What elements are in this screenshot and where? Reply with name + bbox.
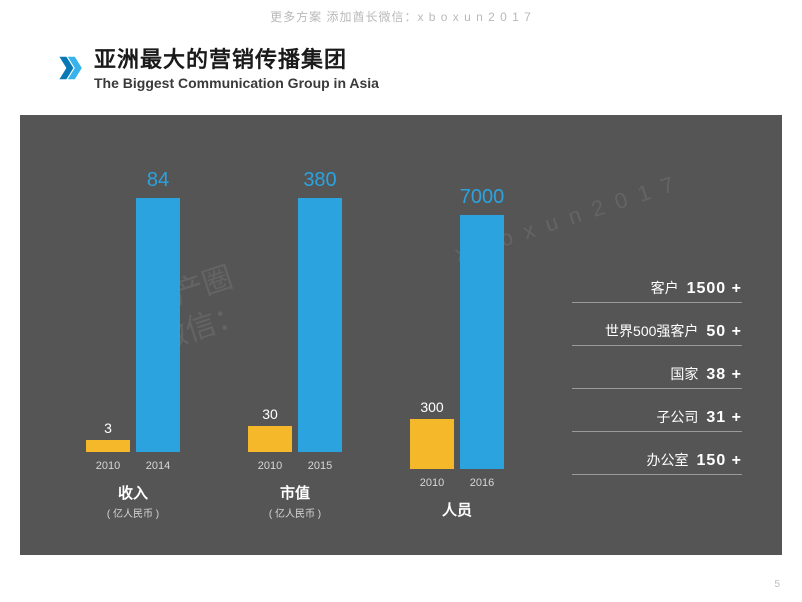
title-block: 亚洲最大的营销传播集团 The Biggest Communication Gr… — [94, 48, 379, 91]
year-label: 2015 — [298, 460, 342, 472]
content-panel: 地产圈 微信： x b o x u n 2 0 1 7 38420102014收… — [20, 115, 782, 555]
bar-pair: 3007000 — [392, 164, 522, 469]
title-english: The Biggest Communication Group in Asia — [94, 75, 379, 91]
year-label: 2010 — [86, 460, 130, 472]
year-label: 2010 — [248, 460, 292, 472]
title-chinese: 亚洲最大的营销传播集团 — [94, 48, 379, 72]
group-sublabel: ( 亿人民币 ) — [68, 505, 198, 520]
stat-row: 世界500强客户 50 + — [572, 321, 742, 346]
year-label: 2016 — [460, 477, 504, 489]
bar-tall: 380 — [298, 198, 342, 452]
stat-row: 国家 38 + — [572, 364, 742, 389]
stat-label: 世界500强客户 — [605, 321, 698, 341]
bar-pair: 3 84 — [68, 147, 198, 452]
year-row: 2010 2016 — [392, 477, 522, 489]
bar-tall: 84 — [136, 198, 180, 452]
group-sublabel: ( 亿人民币 ) — [230, 505, 360, 520]
bar-value: 3 — [104, 420, 112, 436]
bar-tall: 7000 — [460, 215, 504, 469]
stat-value: 31 + — [706, 409, 742, 427]
chart-group: 3038020102015市值( 亿人民币 ) — [230, 147, 360, 520]
stat-label: 子公司 — [656, 407, 698, 427]
year-row: 2010 2015 — [230, 460, 360, 472]
top-watermark-text: 更多方案 添加酋长微信：x b o x u n 2 0 1 7 — [0, 8, 802, 25]
bar-value: 7000 — [460, 186, 505, 209]
bar-value: 30 — [262, 406, 278, 422]
stat-row: 客户 1500 + — [572, 278, 742, 303]
bar-value: 84 — [147, 169, 169, 192]
group-label: 人员 — [392, 499, 522, 520]
header: 亚洲最大的营销传播集团 The Biggest Communication Gr… — [58, 48, 379, 91]
chart-group: 300700020102016人员 — [392, 164, 522, 520]
stat-value: 50 + — [706, 323, 742, 341]
bar-short: 300 — [410, 419, 454, 469]
group-label: 收入 — [68, 482, 198, 503]
stat-value: 150 + — [697, 452, 742, 470]
year-label: 2014 — [136, 460, 180, 472]
stat-label: 客户 — [651, 278, 679, 298]
bar-pair: 30380 — [230, 147, 360, 452]
chart-group: 3 84 2010 2014 收入 ( 亿人民币 ) — [68, 147, 198, 520]
bar-short: 3 — [86, 440, 130, 452]
stat-row: 办公室 150 + — [572, 450, 742, 475]
bar-short: 30 — [248, 426, 292, 452]
stat-label: 办公室 — [647, 450, 689, 470]
stat-value: 1500 + — [687, 280, 742, 298]
page-number: 5 — [774, 579, 780, 590]
stat-value: 38 + — [706, 366, 742, 384]
stats-list: 客户 1500 + 世界500强客户 50 + 国家 38 + 子公司 31 + 办公室 150 … — [572, 278, 742, 475]
year-row: 2010 2014 — [68, 460, 198, 472]
year-label: 2010 — [410, 477, 454, 489]
bar-value: 380 — [303, 169, 336, 192]
stat-row: 子公司 31 + — [572, 407, 742, 432]
group-label: 市值 — [230, 482, 360, 503]
stat-label: 国家 — [670, 364, 698, 384]
charts-area: 地产圈 微信： x b o x u n 2 0 1 7 38420102014收… — [20, 115, 560, 555]
chevrons-icon — [58, 54, 86, 82]
bar-value: 300 — [420, 399, 443, 415]
